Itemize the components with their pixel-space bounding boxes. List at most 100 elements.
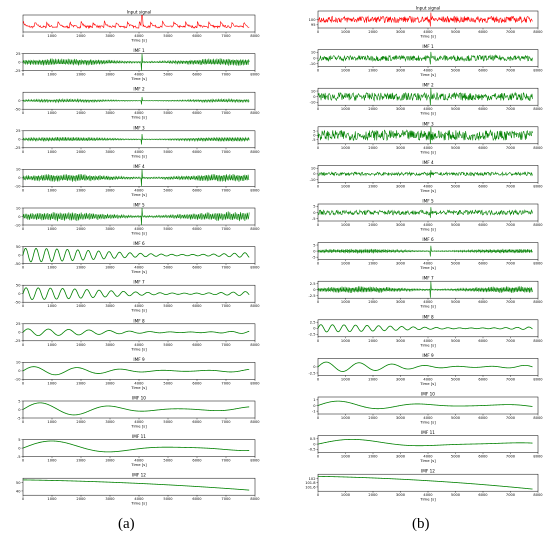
p1-s10-series-line — [22, 402, 250, 416]
p2-s2-xtick-label-0: 0 — [317, 107, 320, 111]
p1-s7-xtick-label-6: 6000 — [192, 304, 202, 308]
p2-s3-xtick-label-2: 2000 — [368, 146, 378, 150]
p2-s2-title: IMF 2 — [422, 83, 434, 88]
p1-s10-title: IMF 10 — [132, 396, 146, 401]
p1-s11-xtick-label-6: 6000 — [192, 459, 202, 463]
p2-s7-xtick-label-2: 2000 — [368, 300, 378, 304]
p1-s6-xtick-label-1: 1000 — [47, 266, 57, 270]
p2-s11-axes-frame — [317, 435, 539, 453]
p1-s1-ytick-label-0: 25 — [16, 52, 21, 56]
p2-s2-xtick-label-3: 3000 — [396, 107, 406, 111]
p1-s6-xtick-label-5: 5000 — [163, 266, 173, 270]
p1-s12-xtick-label-0: 0 — [22, 497, 25, 501]
p2-s12-ytick-label-0: 102 — [309, 477, 316, 481]
p1-s5-title: IMF 5 — [133, 203, 145, 208]
p1-s9-xtick-label-7: 7000 — [221, 381, 231, 385]
p1-s3-xtick-label-5: 5000 — [163, 150, 173, 154]
p2-s4-xtick-label-6: 6000 — [478, 184, 488, 188]
p1-s1-xtick-label-2: 2000 — [76, 73, 86, 77]
p1-s1-xtick-label-8: 8000 — [250, 73, 260, 77]
p2-s3-xtick-label-7: 7000 — [506, 146, 516, 150]
p1-s2-xtick-label-6: 6000 — [192, 111, 202, 115]
p2-s10-xtick-label-8: 8000 — [533, 416, 543, 420]
p1-s8-xtick-label-4: 4000 — [134, 343, 144, 347]
p2-s0-xtick-label-3: 3000 — [396, 30, 406, 34]
p2-s1-xtick-label-4: 4000 — [423, 69, 433, 73]
p2-s5-xtick-label-8: 8000 — [533, 223, 543, 227]
p1-s3-title: IMF 3 — [133, 125, 145, 130]
p1-s7-title: IMF 7 — [133, 280, 145, 285]
p1-s1-xtick-label-6: 6000 — [192, 73, 202, 77]
p2-s0-xtick-label-0: 0 — [317, 30, 320, 34]
p1-s4-title: IMF 4 — [133, 164, 145, 169]
p2-s4-xtick-label-5: 5000 — [451, 184, 461, 188]
p1-s2-ytick-label-0: 0 — [18, 99, 21, 103]
p1-s5-xlabel: Time [s] — [130, 231, 147, 236]
p2-s5-ytick-label-1: 0 — [313, 211, 316, 215]
p2-s10-xtick-label-4: 4000 — [423, 416, 433, 420]
p2-s0-series-line — [317, 12, 533, 27]
panel-label-b: (b) — [412, 516, 430, 532]
p2-s0-xlabel: Time [s] — [419, 34, 436, 39]
p2-s3-ytick-label-1: 0 — [313, 134, 316, 138]
p2-s9-xtick-label-1: 1000 — [341, 377, 351, 381]
p1-s5-ytick-label-1: 0 — [18, 215, 21, 219]
p2-s4-series-line — [317, 170, 533, 178]
p2-s0-xtick-label-6: 6000 — [478, 30, 488, 34]
p1-s12-xtick-label-2: 2000 — [76, 497, 86, 501]
p2-s6-xtick-label-4: 4000 — [423, 262, 433, 266]
p2-s6-ytick-label-0: 5 — [313, 243, 315, 247]
p1-s4-ytick-label-2: -10 — [15, 185, 22, 189]
p2-s9-xtick-label-8: 8000 — [533, 377, 543, 381]
p1-s2-xtick-label-4: 4000 — [134, 111, 144, 115]
p1-s9-xtick-label-4: 4000 — [134, 381, 144, 385]
p1-s1-xtick-label-4: 4000 — [134, 73, 144, 77]
p2-s8-xtick-label-2: 2000 — [368, 339, 378, 343]
p2-s7-series-line — [317, 281, 533, 298]
p1-s1-xtick-label-5: 5000 — [163, 73, 173, 77]
p1-s12-title: IMF 12 — [132, 473, 146, 478]
p2-s12-title: IMF 12 — [421, 469, 435, 474]
p2-s2-series-line — [317, 88, 533, 106]
p2-s5-series-line — [317, 207, 533, 218]
p2-s4-ytick-label-0: 10 — [311, 167, 316, 171]
p1-s10-xtick-label-3: 3000 — [105, 420, 115, 424]
p2-s11-xtick-label-8: 8000 — [533, 455, 543, 459]
p1-s11-xtick-label-7: 7000 — [221, 459, 231, 463]
p1-s11-ytick-label-2: -5 — [17, 455, 21, 459]
p2-s5-ytick-label-0: 5 — [313, 205, 315, 209]
p2-s10-axes-frame — [317, 396, 539, 415]
p2-s12-xtick-label-7: 7000 — [506, 493, 516, 497]
p2-s5-xtick-label-4: 4000 — [423, 223, 433, 227]
p2-s2-xtick-label-6: 6000 — [478, 107, 488, 111]
p1-s4-xtick-label-0: 0 — [22, 188, 25, 192]
p2-s5-xtick-label-7: 7000 — [506, 223, 516, 227]
p1-s6-xtick-label-8: 8000 — [250, 266, 260, 270]
p1-s6-xtick-label-2: 2000 — [76, 266, 86, 270]
p1-s2-series-line — [22, 96, 250, 105]
p1-s11-xlabel: Time [s] — [130, 462, 147, 467]
p2-s9-xtick-label-0: 0 — [317, 377, 320, 381]
p2-s8-xlabel: Time [s] — [419, 342, 436, 347]
p2-s1-title: IMF 1 — [422, 44, 434, 49]
p1-s0-xlabel: Time [s] — [130, 38, 147, 43]
p1-s1-xtick-label-7: 7000 — [221, 73, 231, 77]
p2-s10-xtick-label-7: 7000 — [506, 416, 516, 420]
p2-s11-ytick-label-2: -0.5 — [308, 448, 315, 452]
p1-s8-axes-frame — [22, 323, 256, 342]
p2-s10-xtick-label-2: 2000 — [368, 416, 378, 420]
p2-s6-series-line — [317, 245, 533, 257]
p1-s9-xtick-label-2: 2000 — [76, 381, 86, 385]
p1-s6-ytick-label-2: -50 — [15, 262, 22, 266]
p1-s11-xtick-label-5: 5000 — [163, 459, 173, 463]
p2-s2-xlabel: Time [s] — [419, 111, 436, 116]
p2-s12-xtick-label-6: 6000 — [478, 493, 488, 497]
p1-s12-xtick-label-6: 6000 — [192, 497, 202, 501]
p1-s11-xtick-label-2: 2000 — [76, 459, 86, 463]
p2-s5-xtick-label-0: 0 — [317, 223, 320, 227]
p1-s4-xtick-label-2: 2000 — [76, 188, 86, 192]
p2-s9-series-line — [317, 361, 533, 372]
p1-s5-xtick-label-1: 1000 — [47, 227, 57, 231]
p1-s12-series-line — [22, 479, 250, 491]
p2-s7-xtick-label-1: 1000 — [341, 300, 351, 304]
